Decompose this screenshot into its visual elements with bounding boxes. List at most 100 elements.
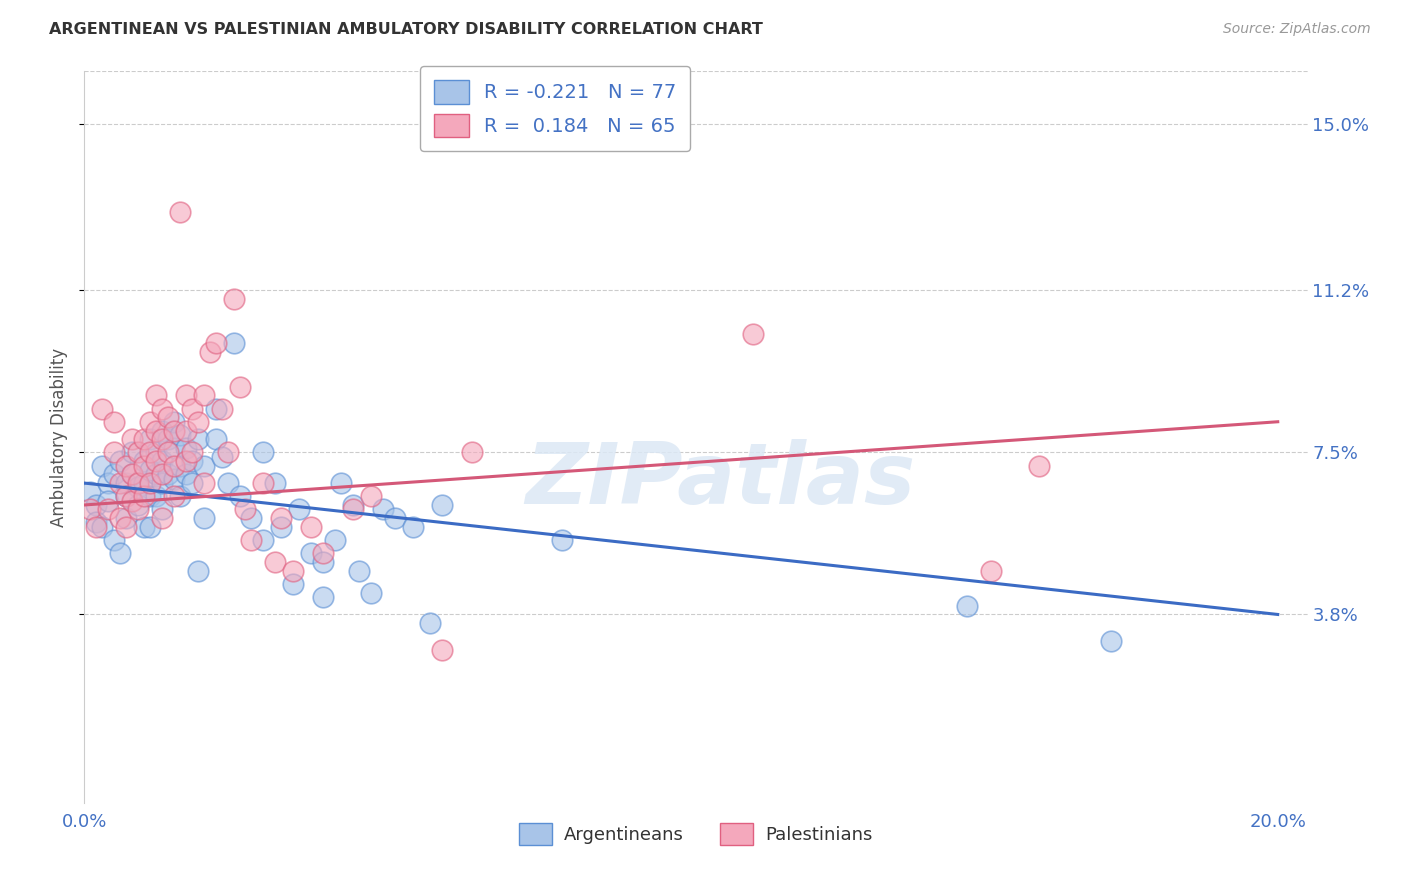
Point [97,502,120,516]
Point [432,498,454,512]
Point [204,335,226,350]
Point [323,533,346,547]
Point [108,546,131,560]
Point [169,458,191,473]
Point [264,555,287,569]
Point [108,511,131,525]
Point [145,388,167,402]
Point [371,502,394,516]
Point [360,489,382,503]
Text: ARGENTINEAN VS PALESTINIAN AMBULATORY DISABILITY CORRELATION CHART: ARGENTINEAN VS PALESTINIAN AMBULATORY DI… [49,22,763,37]
Point [115,520,138,534]
Point [132,458,155,473]
Point [187,432,209,446]
Point [103,533,125,547]
Text: ZIPatlas: ZIPatlas [526,440,915,523]
Point [91,458,114,473]
Point [150,401,173,416]
Point [127,498,149,512]
Point [252,533,274,547]
Point [193,458,215,473]
Point [97,493,120,508]
Point [156,445,179,459]
Point [79,502,101,516]
Point [174,424,197,438]
Point [84,520,107,534]
Point [299,546,322,560]
Point [163,489,186,503]
Point [163,415,186,429]
Point [139,520,162,534]
Point [283,576,305,591]
Point [145,467,167,482]
Point [145,445,167,459]
Point [401,520,423,534]
Point [1028,458,1050,473]
Point [283,564,305,578]
Point [115,489,138,503]
Point [139,489,162,503]
Point [312,546,335,560]
Point [103,415,125,429]
Point [419,616,441,631]
Point [121,493,143,508]
Point [103,467,125,482]
Point [174,388,197,402]
Point [169,428,191,442]
Point [139,432,162,446]
Point [163,458,186,473]
Point [240,511,263,525]
Point [169,204,191,219]
Point [228,489,250,503]
Y-axis label: Ambulatory Disability: Ambulatory Disability [51,348,69,526]
Point [132,520,155,534]
Point [145,489,167,503]
Point [115,489,138,503]
Point [174,441,197,455]
Point [329,476,352,491]
Point [108,476,131,491]
Point [222,292,245,306]
Point [217,476,239,491]
Point [169,489,191,503]
Point [299,520,322,534]
Point [461,445,484,459]
Point [288,502,311,516]
Point [139,463,162,477]
Point [252,445,274,459]
Point [127,480,149,494]
Point [163,424,186,438]
Point [139,415,162,429]
Point [121,467,143,482]
Point [115,458,138,473]
Point [132,432,155,446]
Point [139,445,162,459]
Point [1099,633,1122,648]
Point [264,476,287,491]
Point [180,476,202,491]
Point [235,502,257,516]
Point [132,454,155,468]
Point [150,454,173,468]
Point [132,476,155,491]
Point [103,445,125,459]
Point [150,467,173,482]
Point [384,511,406,525]
Legend: Argentineans, Palestinians: Argentineans, Palestinians [512,816,880,852]
Point [121,445,143,459]
Point [432,642,454,657]
Point [252,476,274,491]
Point [342,498,364,512]
Point [270,520,292,534]
Point [270,511,292,525]
Point [91,401,114,416]
Point [150,511,173,525]
Point [193,511,215,525]
Point [193,476,215,491]
Point [180,445,202,459]
Point [79,484,101,499]
Point [163,441,186,455]
Point [127,502,149,516]
Point [121,467,143,482]
Point [115,476,138,491]
